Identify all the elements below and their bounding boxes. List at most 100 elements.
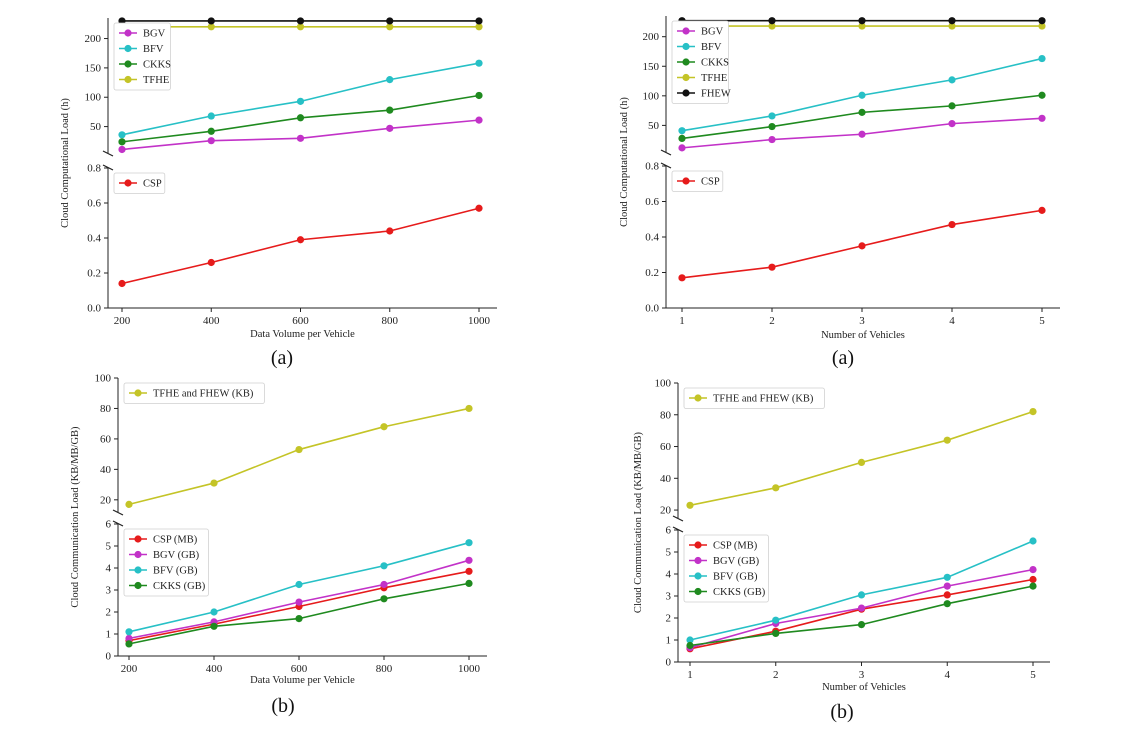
data-point-bfv-gb xyxy=(210,608,218,616)
chart-panel-top-left: 50 100 150 200 BGV BFV CKKS TFHE 0.0 0.2 0.4 0.6 0.8… xyxy=(60,17,497,369)
data-point-bfv xyxy=(948,76,956,84)
upper-y-tick-label: 80 xyxy=(660,409,672,421)
data-point-bgv-gb xyxy=(857,604,866,612)
axis-break-mark xyxy=(102,164,114,171)
x-tick-label: 400 xyxy=(206,663,223,675)
legend-label-ckks: CKKS xyxy=(143,60,171,71)
x-tick-label: 600 xyxy=(292,315,309,327)
data-point-bgv xyxy=(296,134,305,142)
legend-marker-bgv xyxy=(124,29,132,37)
legend-label-bfv: BFV xyxy=(701,42,722,53)
upper-y-tick-label: 100 xyxy=(643,90,660,102)
data-point-csp-mb xyxy=(943,591,951,599)
data-point-fhew xyxy=(858,17,866,25)
axis-break-mark xyxy=(112,520,124,527)
data-point-ckks-gb xyxy=(380,595,388,603)
lower-y-tick-label: 3 xyxy=(106,585,112,597)
data-point-csp xyxy=(678,274,686,282)
series-line-csp xyxy=(121,207,480,285)
upper-y-tick-label: 40 xyxy=(660,473,672,485)
legend-marker-csp xyxy=(124,179,132,187)
x-tick-label: 5 xyxy=(1039,315,1045,327)
legend-marker-bfv-gb xyxy=(694,572,702,580)
legend-label-tfhe-and-fhew-kb: TFHE and FHEW (KB) xyxy=(153,389,254,400)
data-point-bfv-gb xyxy=(465,539,473,547)
data-point-bfv-gb xyxy=(380,562,388,570)
data-point-csp xyxy=(1038,206,1046,214)
panel-caption: (b) xyxy=(271,695,294,717)
y-axis-label: Cloud Communication Load (KB/MB/GB) xyxy=(633,431,644,613)
data-point-ckks xyxy=(118,138,126,146)
upper-y-tick-label: 200 xyxy=(643,31,660,43)
lower-y-tick-label: 0.6 xyxy=(87,198,101,210)
data-point-ckks xyxy=(768,122,776,131)
data-point-tfhe-and-fhew-kb xyxy=(1029,407,1037,416)
legend-marker-fhew xyxy=(682,89,690,97)
axis-break-mark xyxy=(672,526,684,533)
data-point-tfhe-and-fhew-kb xyxy=(295,445,303,454)
x-tick-label: 3 xyxy=(859,669,865,681)
data-point-bfv xyxy=(475,59,483,67)
data-point-tfhe xyxy=(386,23,394,31)
data-point-bgv xyxy=(768,135,776,144)
legend-marker-csp-mb xyxy=(134,535,142,543)
chart-panel-bottom-right: 20 40 60 80 100 TFHE and FHEW (KB) 0 1 2 3 4 5 6 CSP … xyxy=(633,378,1050,723)
lower-y-tick-label: 6 xyxy=(106,519,112,531)
legend-label-bfv-gb: BFV (GB) xyxy=(713,572,758,583)
axis-break-mark xyxy=(102,150,114,157)
lower-y-tick-label: 0.6 xyxy=(645,196,659,208)
data-point-csp-mb xyxy=(1029,575,1037,584)
data-point-bfv xyxy=(118,131,126,139)
upper-y-tick-label: 60 xyxy=(660,441,672,453)
legend-label-bgv: BGV xyxy=(143,29,166,40)
legend-label-fhew: FHEW xyxy=(701,89,731,100)
upper-y-tick-label: 50 xyxy=(648,120,660,132)
lower-y-tick-label: 0.8 xyxy=(87,163,101,175)
axis-break-mark xyxy=(660,149,672,156)
x-tick-label: 4 xyxy=(945,669,951,681)
data-point-tfhe xyxy=(858,22,866,30)
lower-y-tick-label: 3 xyxy=(666,591,672,603)
x-tick-label: 200 xyxy=(114,315,131,327)
data-point-bfv xyxy=(768,112,776,120)
legend-label-csp-mb: CSP (MB) xyxy=(153,535,198,546)
upper-y-tick-label: 100 xyxy=(655,378,672,390)
y-axis-label: Cloud Computational Load (h) xyxy=(60,98,71,228)
data-point-ckks-gb xyxy=(1029,582,1037,590)
lower-y-tick-label: 0.8 xyxy=(645,161,659,173)
legend-marker-bfv xyxy=(682,42,690,51)
data-point-ckks-gb xyxy=(210,622,218,630)
x-tick-label: 5 xyxy=(1030,669,1036,681)
data-point-bfv xyxy=(386,76,394,84)
y-axis-label: Cloud Computational Load (h) xyxy=(619,97,630,227)
data-point-ckks xyxy=(475,91,483,100)
data-point-ckks xyxy=(1038,91,1046,99)
data-point-csp xyxy=(858,242,866,250)
lower-legend-box xyxy=(671,170,724,192)
data-point-csp xyxy=(296,236,305,244)
data-point-ckks xyxy=(386,106,394,114)
data-point-fhew xyxy=(207,17,215,25)
x-tick-label: 4 xyxy=(949,315,955,327)
legend-marker-bgv-gb xyxy=(694,556,702,565)
legend-label-bgv-gb: BGV (GB) xyxy=(153,550,200,561)
data-point-bfv-gb xyxy=(772,616,780,624)
lower-y-tick-label: 5 xyxy=(666,547,672,559)
x-axis-label: Data Volume per Vehicle xyxy=(250,329,355,340)
upper-y-tick-label: 60 xyxy=(100,433,112,445)
x-tick-label: 1 xyxy=(687,669,693,681)
data-point-tfhe xyxy=(948,22,956,30)
data-point-bgv xyxy=(207,137,215,145)
data-point-bfv-gb xyxy=(295,580,303,589)
legend-marker-bgv xyxy=(682,27,690,35)
data-point-csp xyxy=(386,227,394,235)
x-tick-label: 1000 xyxy=(468,315,491,327)
data-point-tfhe xyxy=(207,23,215,31)
panel-caption: (b) xyxy=(830,701,853,723)
panel-caption: (a) xyxy=(832,347,854,369)
upper-y-tick-label: 20 xyxy=(100,494,112,506)
x-tick-label: 2 xyxy=(773,669,779,681)
legend-label-bfv-gb: BFV (GB) xyxy=(153,566,198,577)
data-point-bfv-gb xyxy=(943,573,951,581)
data-point-ckks-gb xyxy=(125,640,133,648)
